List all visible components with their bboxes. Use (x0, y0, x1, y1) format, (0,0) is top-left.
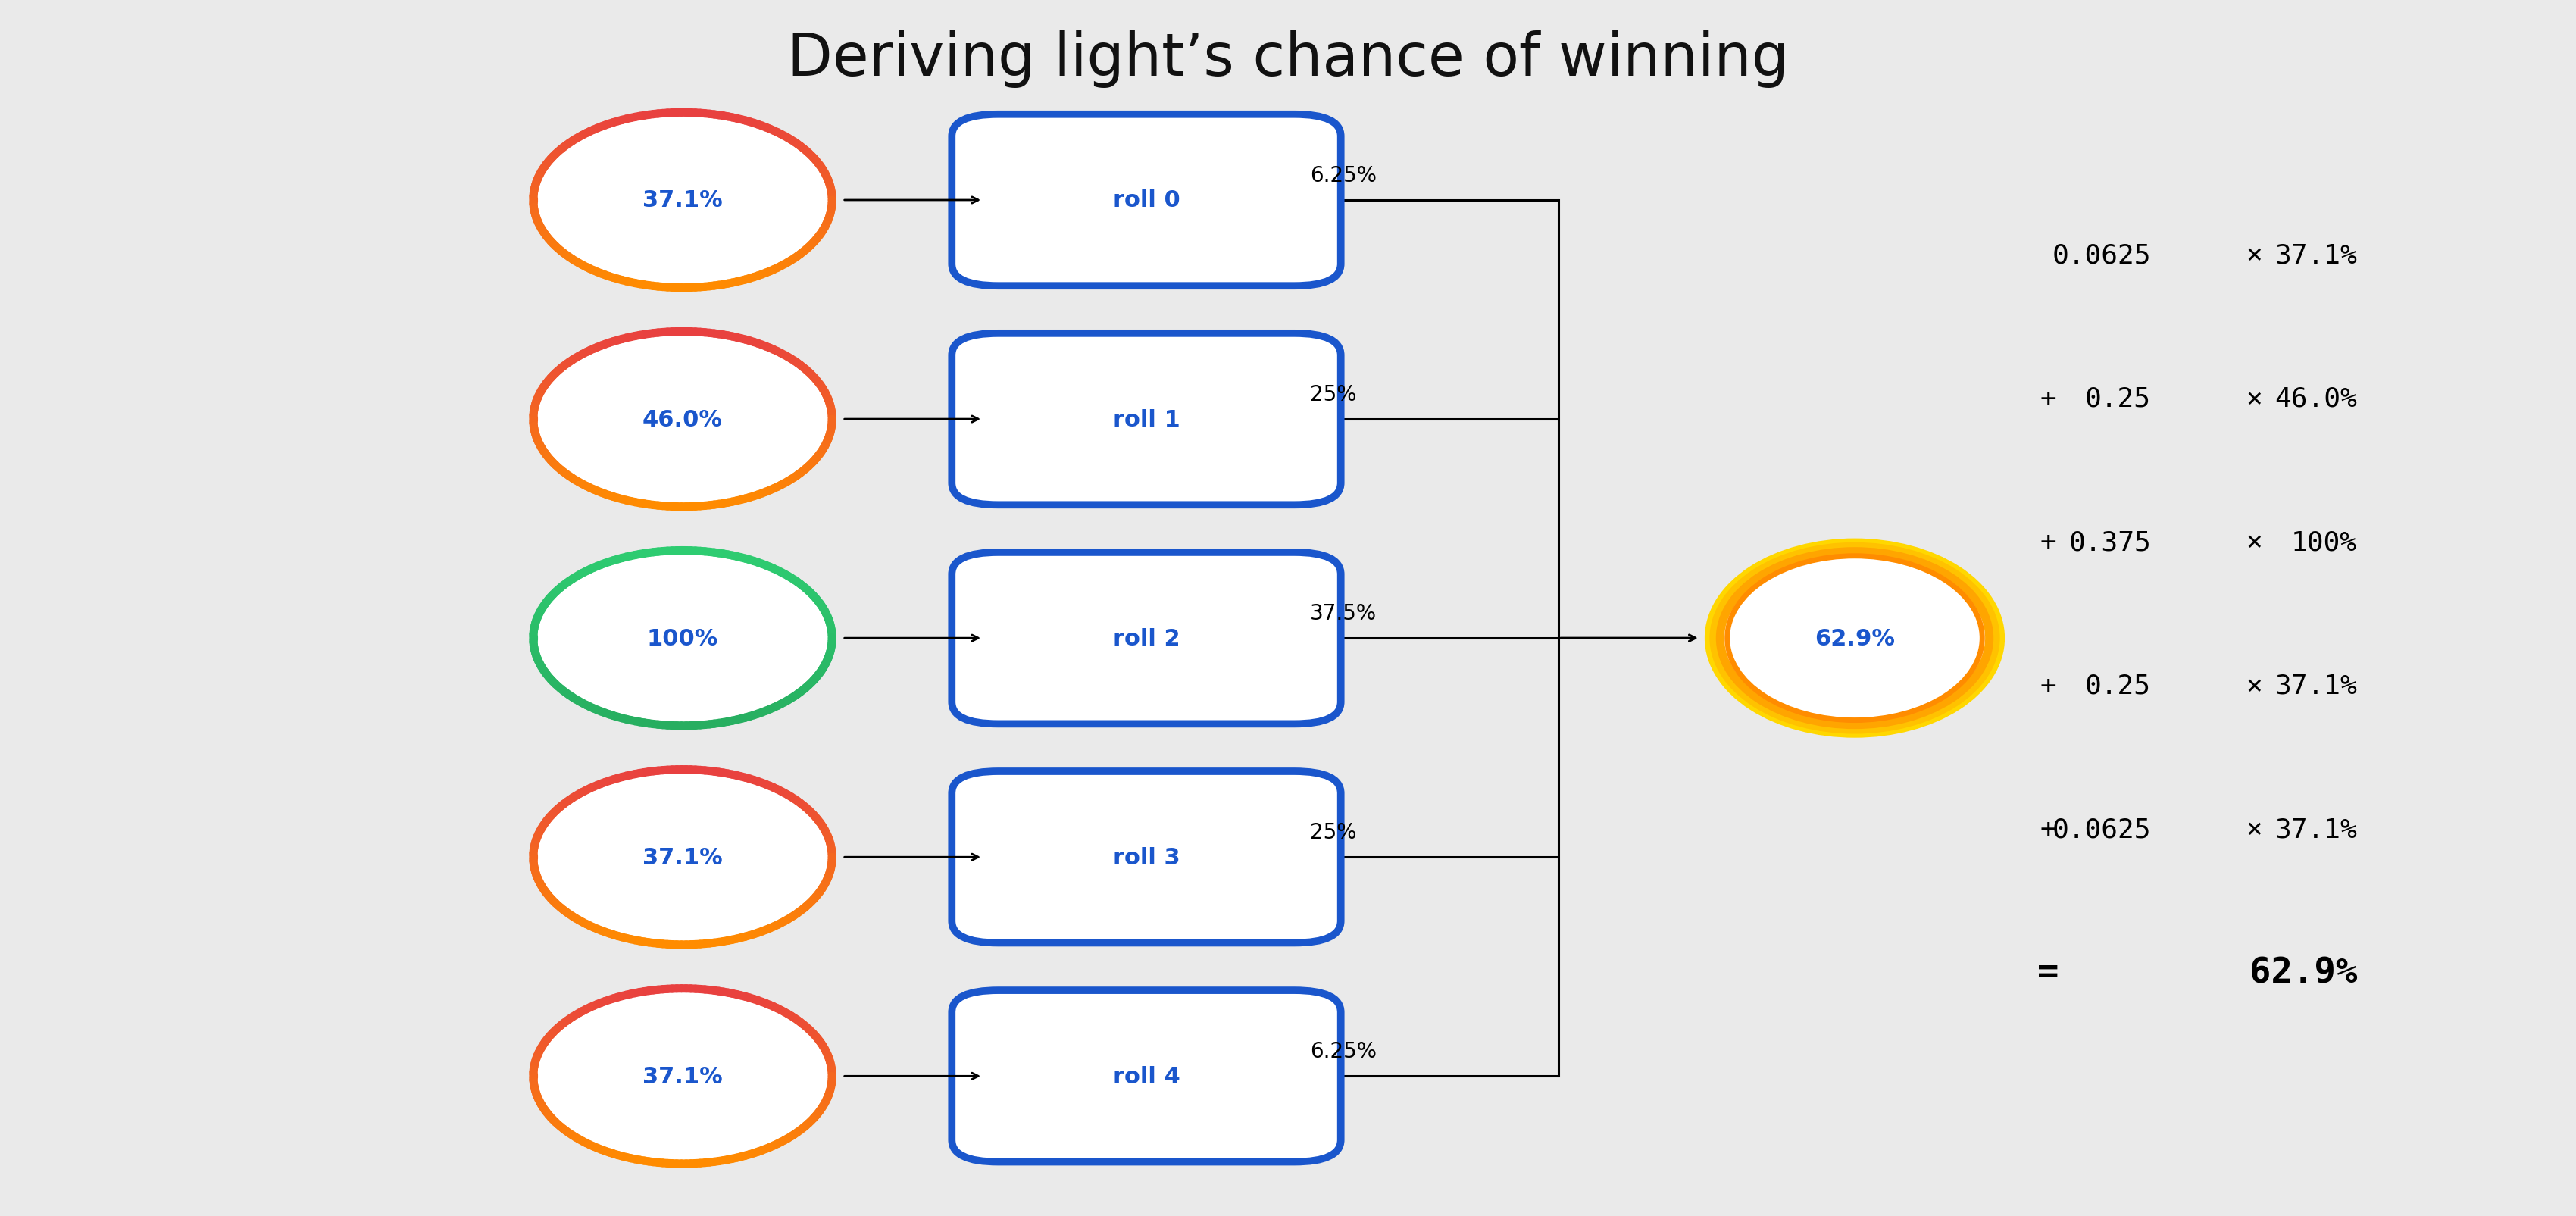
FancyBboxPatch shape (951, 771, 1340, 944)
Ellipse shape (533, 770, 832, 945)
Text: ×: × (2246, 672, 2262, 699)
Text: ×: × (2246, 816, 2262, 843)
FancyBboxPatch shape (951, 990, 1340, 1162)
Text: 25%: 25% (1311, 822, 1358, 843)
Ellipse shape (533, 113, 832, 288)
Text: 100%: 100% (647, 627, 719, 649)
Text: 0.25: 0.25 (2084, 385, 2151, 412)
Ellipse shape (1713, 547, 1996, 730)
Text: +: + (2040, 529, 2056, 556)
Text: 0.0625: 0.0625 (2053, 242, 2151, 269)
Text: ×: × (2246, 242, 2262, 269)
Text: 62.9%: 62.9% (2249, 956, 2357, 990)
Ellipse shape (533, 989, 832, 1164)
Text: 37.1%: 37.1% (641, 846, 724, 868)
Text: 6.25%: 6.25% (1311, 165, 1376, 186)
Text: 37.1%: 37.1% (641, 1065, 724, 1087)
Text: roll 3: roll 3 (1113, 846, 1180, 868)
FancyBboxPatch shape (951, 333, 1340, 506)
Text: +: + (2040, 672, 2056, 699)
Text: roll 1: roll 1 (1113, 409, 1180, 430)
Text: 0.375: 0.375 (2069, 529, 2151, 556)
Text: ×: × (2246, 385, 2262, 412)
Text: 37.1%: 37.1% (2275, 672, 2357, 699)
Text: 37.5%: 37.5% (1311, 603, 1376, 624)
Text: 6.25%: 6.25% (1311, 1041, 1376, 1062)
Text: 46.0%: 46.0% (2275, 385, 2357, 412)
Text: 25%: 25% (1311, 384, 1358, 405)
Ellipse shape (533, 551, 832, 726)
Text: 0.25: 0.25 (2084, 672, 2151, 699)
FancyBboxPatch shape (951, 552, 1340, 725)
Text: =: = (2038, 956, 2058, 990)
Text: 0.0625: 0.0625 (2053, 816, 2151, 843)
Text: roll 2: roll 2 (1113, 627, 1180, 649)
Text: 37.1%: 37.1% (2275, 816, 2357, 843)
Text: +: + (2040, 385, 2056, 412)
Text: Deriving light’s chance of winning: Deriving light’s chance of winning (788, 30, 1788, 88)
Text: ×: × (2246, 529, 2262, 556)
Ellipse shape (533, 332, 832, 507)
Text: roll 0: roll 0 (1113, 190, 1180, 212)
Text: 46.0%: 46.0% (641, 409, 724, 430)
Text: 37.1%: 37.1% (641, 190, 724, 212)
Text: 62.9%: 62.9% (1814, 627, 1896, 649)
Text: 37.1%: 37.1% (2275, 242, 2357, 269)
FancyBboxPatch shape (951, 116, 1340, 287)
Text: 100%: 100% (2290, 529, 2357, 556)
Text: roll 4: roll 4 (1113, 1065, 1180, 1087)
Text: +: + (2040, 816, 2056, 843)
Ellipse shape (1741, 565, 1968, 711)
